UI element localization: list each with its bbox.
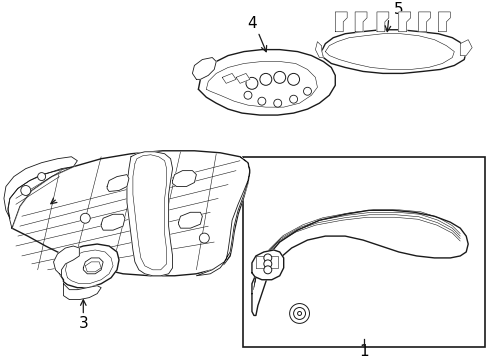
Polygon shape (83, 258, 103, 274)
Circle shape (38, 172, 46, 181)
Polygon shape (335, 12, 347, 32)
Polygon shape (107, 175, 129, 192)
Polygon shape (59, 244, 119, 288)
Polygon shape (53, 246, 79, 276)
Circle shape (244, 91, 252, 99)
Polygon shape (101, 214, 125, 230)
Circle shape (21, 185, 31, 195)
Circle shape (274, 71, 286, 83)
Polygon shape (12, 151, 250, 276)
Circle shape (264, 254, 272, 262)
Circle shape (290, 95, 297, 103)
Polygon shape (236, 73, 250, 83)
Polygon shape (252, 250, 284, 280)
Polygon shape (321, 30, 466, 73)
Circle shape (80, 213, 90, 223)
Polygon shape (127, 152, 172, 276)
Polygon shape (198, 50, 335, 115)
Circle shape (258, 97, 266, 105)
Polygon shape (377, 12, 389, 32)
Polygon shape (460, 40, 472, 55)
Polygon shape (193, 58, 216, 79)
Circle shape (290, 303, 310, 323)
Polygon shape (64, 284, 101, 300)
Bar (243, 157, 485, 347)
Circle shape (303, 87, 312, 95)
Polygon shape (172, 171, 196, 186)
Circle shape (297, 311, 301, 315)
Text: 4: 4 (247, 16, 257, 31)
Polygon shape (8, 167, 74, 228)
Circle shape (288, 73, 299, 85)
Polygon shape (222, 73, 236, 83)
Text: 5: 5 (394, 3, 404, 17)
Polygon shape (4, 157, 77, 218)
Circle shape (264, 266, 272, 274)
Polygon shape (418, 12, 431, 32)
Text: 3: 3 (78, 316, 88, 331)
Circle shape (246, 77, 258, 89)
Polygon shape (196, 157, 250, 276)
Circle shape (264, 260, 272, 268)
Polygon shape (316, 42, 323, 58)
Text: 1: 1 (359, 344, 369, 359)
Circle shape (260, 73, 272, 85)
Polygon shape (178, 212, 202, 228)
Circle shape (199, 233, 209, 243)
Text: 2: 2 (41, 187, 50, 202)
Polygon shape (399, 12, 411, 32)
Circle shape (294, 307, 305, 319)
Polygon shape (252, 210, 468, 315)
Circle shape (274, 99, 282, 107)
Polygon shape (355, 12, 367, 32)
Polygon shape (439, 12, 450, 32)
